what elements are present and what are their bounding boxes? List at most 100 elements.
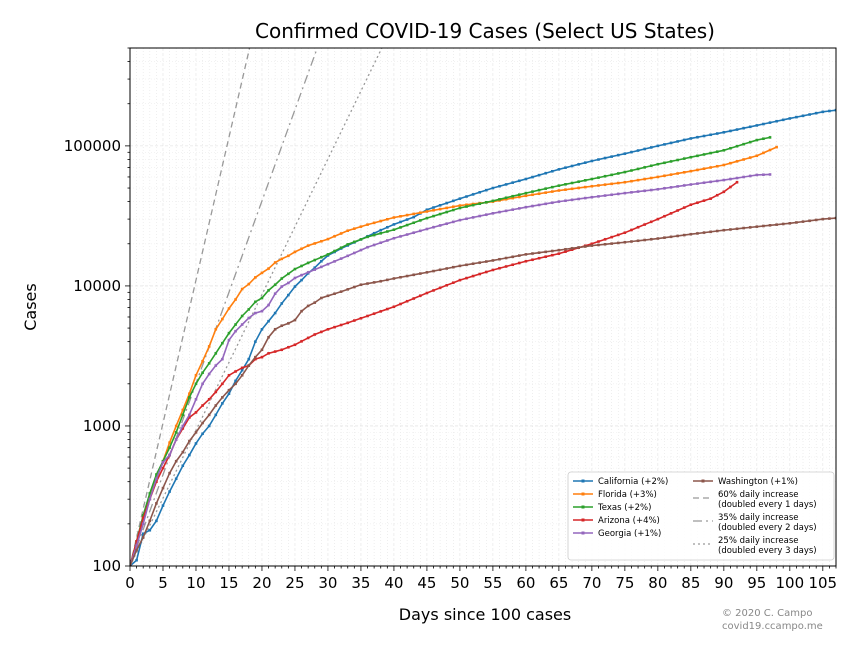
data-point [234, 298, 237, 301]
data-point [544, 191, 547, 194]
data-point [188, 439, 191, 443]
data-point [260, 296, 264, 300]
data-point [300, 264, 303, 268]
data-point [399, 215, 402, 218]
data-point [392, 228, 396, 232]
data-point [320, 296, 323, 300]
legend-label: Florida (+3%) [598, 490, 657, 500]
data-point [676, 140, 679, 143]
data-point [214, 404, 218, 407]
data-point [280, 285, 284, 288]
data-point [517, 195, 521, 199]
data-point [663, 187, 666, 190]
data-point [709, 166, 712, 169]
data-point [240, 323, 244, 326]
data-point [465, 195, 468, 198]
data-point [544, 202, 547, 206]
data-point [676, 185, 679, 188]
data-point [445, 283, 449, 287]
data-point [273, 283, 277, 287]
data-point [702, 231, 706, 234]
data-point [742, 158, 745, 161]
data-point [531, 252, 534, 255]
data-point [201, 382, 204, 386]
data-point [227, 331, 231, 335]
data-point [168, 441, 171, 444]
data-point [201, 432, 204, 436]
data-point [280, 348, 284, 352]
data-point [603, 194, 607, 197]
data-point [240, 368, 244, 372]
data-point [471, 203, 475, 207]
x-tick-label: 90 [714, 574, 733, 592]
data-point [399, 275, 402, 279]
data-point [458, 204, 462, 207]
data-point [452, 205, 455, 209]
data-point [280, 324, 284, 327]
data-point [755, 124, 759, 127]
data-point [781, 118, 785, 122]
data-point [188, 453, 191, 457]
data-point [214, 390, 218, 394]
data-point [386, 239, 389, 242]
data-point [768, 136, 772, 139]
data-point [735, 128, 739, 131]
legend: California (+2%) Florida (+3%) Texas (+2%)… [567, 471, 835, 561]
data-point [735, 176, 739, 180]
data-point [676, 209, 679, 212]
data-point [755, 154, 759, 158]
data-point [359, 283, 363, 287]
data-point [372, 281, 376, 284]
x-tick-label: 55 [483, 574, 502, 592]
y-tick-label: 100 [92, 557, 121, 575]
data-point [814, 218, 818, 222]
data-point [458, 278, 462, 282]
data-point [412, 212, 416, 216]
data-point [735, 227, 739, 231]
data-point [550, 201, 554, 205]
data-point [577, 246, 580, 249]
data-point [550, 253, 554, 257]
data-point [775, 145, 778, 149]
data-point [504, 196, 508, 200]
data-point [386, 217, 389, 221]
data-point [306, 304, 310, 308]
data-point [834, 216, 836, 220]
data-point [544, 250, 547, 254]
data-point [188, 416, 191, 419]
data-point [491, 268, 495, 272]
credit-url: covid19.ccampo.me [722, 621, 823, 632]
data-point [504, 265, 508, 268]
data-point [130, 564, 132, 566]
data-point [419, 272, 422, 275]
data-point [491, 212, 495, 215]
legend-label: (doubled every 2 days) [718, 523, 817, 533]
data-point [234, 370, 237, 373]
data-point [564, 199, 567, 203]
data-point [267, 352, 270, 355]
data-point [583, 196, 587, 200]
data-point [471, 216, 475, 219]
data-point [722, 190, 726, 194]
legend-label: (doubled every 3 days) [718, 546, 817, 556]
data-point [181, 424, 185, 428]
data-point [207, 345, 211, 348]
data-point [649, 220, 653, 224]
data-point [260, 271, 264, 275]
data-point [636, 149, 640, 152]
data-point [207, 413, 211, 417]
data-point [333, 292, 336, 296]
data-point [148, 528, 152, 532]
data-point [656, 144, 660, 148]
data-point [326, 262, 330, 266]
data-point [234, 323, 237, 326]
data-point [465, 205, 468, 208]
legend-marker [581, 531, 585, 535]
data-point [762, 224, 765, 228]
data-point [194, 411, 198, 414]
data-point [471, 193, 475, 196]
data-point [267, 319, 270, 323]
data-point [280, 257, 284, 261]
data-point [320, 255, 323, 259]
data-point [524, 205, 528, 209]
